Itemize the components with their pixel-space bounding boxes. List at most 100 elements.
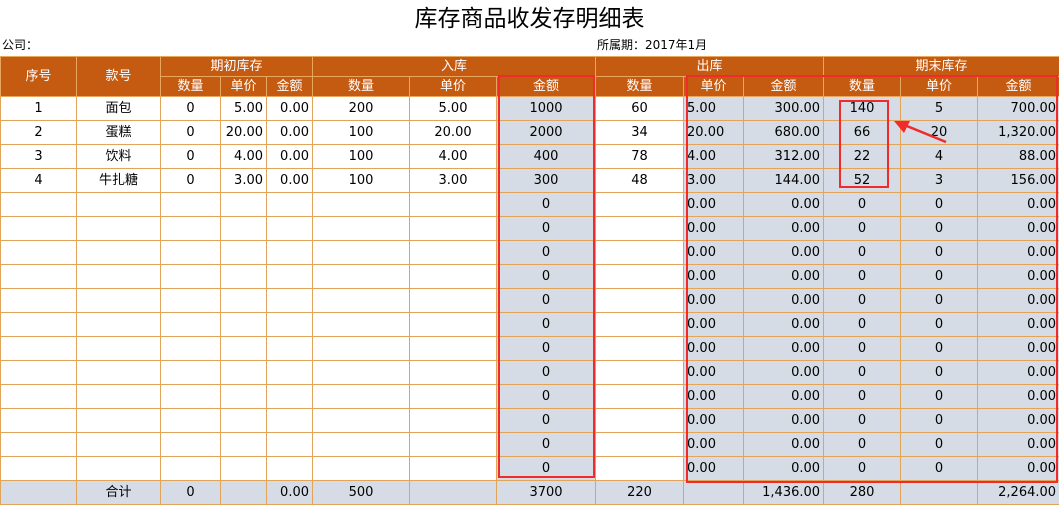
cell-opening-qty[interactable]	[161, 361, 221, 385]
cell-item[interactable]	[77, 241, 161, 265]
cell-seq[interactable]	[1, 289, 77, 313]
cell-closing-price[interactable]: 0	[901, 385, 978, 409]
cell-outbound-amount[interactable]: 312.00	[744, 145, 824, 169]
cell-outbound-amount[interactable]: 300.00	[744, 97, 824, 121]
cell-outbound-price[interactable]: 0.00	[684, 409, 744, 433]
cell-closing-price[interactable]: 3	[901, 169, 978, 193]
cell-inbound-qty[interactable]	[313, 289, 410, 313]
total-seq[interactable]	[1, 481, 77, 505]
cell-opening-amount[interactable]: 0.00	[267, 169, 313, 193]
cell-opening-price[interactable]	[221, 265, 267, 289]
cell-outbound-qty[interactable]	[596, 385, 684, 409]
cell-item[interactable]	[77, 313, 161, 337]
cell-outbound-amount[interactable]: 0.00	[744, 337, 824, 361]
cell-inbound-qty[interactable]	[313, 361, 410, 385]
cell-inbound-amount[interactable]: 400	[497, 145, 596, 169]
cell-inbound-qty[interactable]: 200	[313, 97, 410, 121]
cell-closing-amount[interactable]: 156.00	[978, 169, 1059, 193]
cell-outbound-amount[interactable]: 0.00	[744, 265, 824, 289]
cell-opening-amount[interactable]	[267, 385, 313, 409]
cell-closing-qty[interactable]: 0	[824, 193, 901, 217]
cell-closing-amount[interactable]: 0.00	[978, 265, 1059, 289]
cell-inbound-price[interactable]	[410, 433, 497, 457]
cell-inbound-qty[interactable]	[313, 385, 410, 409]
cell-closing-price[interactable]: 0	[901, 193, 978, 217]
cell-outbound-price[interactable]: 0.00	[684, 457, 744, 481]
cell-opening-qty[interactable]	[161, 457, 221, 481]
cell-inbound-price[interactable]	[410, 313, 497, 337]
cell-opening-qty[interactable]	[161, 289, 221, 313]
cell-item[interactable]	[77, 409, 161, 433]
cell-inbound-qty[interactable]	[313, 409, 410, 433]
cell-inbound-qty[interactable]	[313, 457, 410, 481]
cell-outbound-qty[interactable]	[596, 361, 684, 385]
cell-opening-qty[interactable]	[161, 265, 221, 289]
cell-outbound-amount[interactable]: 0.00	[744, 193, 824, 217]
cell-closing-amount[interactable]: 1,320.00	[978, 121, 1059, 145]
cell-inbound-amount[interactable]: 2000	[497, 121, 596, 145]
cell-outbound-amount[interactable]: 0.00	[744, 457, 824, 481]
cell-inbound-qty[interactable]	[313, 217, 410, 241]
cell-item[interactable]	[77, 289, 161, 313]
cell-inbound-price[interactable]: 20.00	[410, 121, 497, 145]
total-opening-qty[interactable]: 0	[161, 481, 221, 505]
cell-opening-qty[interactable]: 0	[161, 121, 221, 145]
cell-opening-price[interactable]: 4.00	[221, 145, 267, 169]
cell-item[interactable]	[77, 265, 161, 289]
cell-closing-price[interactable]: 20	[901, 121, 978, 145]
cell-opening-qty[interactable]	[161, 337, 221, 361]
cell-opening-price[interactable]: 20.00	[221, 121, 267, 145]
cell-opening-price[interactable]	[221, 361, 267, 385]
cell-outbound-amount[interactable]: 0.00	[744, 241, 824, 265]
cell-outbound-price[interactable]: 0.00	[684, 241, 744, 265]
cell-opening-qty[interactable]	[161, 193, 221, 217]
cell-outbound-price[interactable]: 5.00	[684, 97, 744, 121]
cell-closing-amount[interactable]: 0.00	[978, 457, 1059, 481]
cell-closing-qty[interactable]: 52	[824, 169, 901, 193]
cell-closing-amount[interactable]: 0.00	[978, 313, 1059, 337]
cell-item[interactable]: 牛扎糖	[77, 169, 161, 193]
cell-outbound-price[interactable]: 4.00	[684, 145, 744, 169]
cell-seq[interactable]	[1, 241, 77, 265]
cell-outbound-amount[interactable]: 0.00	[744, 433, 824, 457]
cell-opening-price[interactable]	[221, 457, 267, 481]
cell-outbound-price[interactable]: 0.00	[684, 313, 744, 337]
total-label[interactable]: 合计	[77, 481, 161, 505]
cell-item[interactable]	[77, 193, 161, 217]
cell-inbound-qty[interactable]	[313, 313, 410, 337]
total-inbound-qty[interactable]: 500	[313, 481, 410, 505]
cell-seq[interactable]	[1, 385, 77, 409]
cell-inbound-qty[interactable]	[313, 337, 410, 361]
cell-opening-amount[interactable]	[267, 361, 313, 385]
cell-item[interactable]	[77, 385, 161, 409]
cell-seq[interactable]	[1, 313, 77, 337]
cell-outbound-amount[interactable]: 0.00	[744, 313, 824, 337]
cell-opening-price[interactable]	[221, 313, 267, 337]
cell-closing-price[interactable]: 4	[901, 145, 978, 169]
cell-inbound-amount[interactable]: 0	[497, 361, 596, 385]
cell-outbound-price[interactable]: 0.00	[684, 265, 744, 289]
cell-inbound-amount[interactable]: 0	[497, 313, 596, 337]
cell-opening-amount[interactable]	[267, 193, 313, 217]
total-opening-amount[interactable]: 0.00	[267, 481, 313, 505]
cell-inbound-amount[interactable]: 0	[497, 289, 596, 313]
cell-inbound-qty[interactable]: 100	[313, 121, 410, 145]
cell-inbound-price[interactable]: 3.00	[410, 169, 497, 193]
cell-opening-price[interactable]	[221, 433, 267, 457]
cell-inbound-price[interactable]	[410, 361, 497, 385]
cell-closing-qty[interactable]: 0	[824, 457, 901, 481]
cell-item[interactable]	[77, 337, 161, 361]
cell-seq[interactable]	[1, 457, 77, 481]
cell-closing-qty[interactable]: 0	[824, 217, 901, 241]
cell-outbound-amount[interactable]: 680.00	[744, 121, 824, 145]
cell-outbound-qty[interactable]: 34	[596, 121, 684, 145]
cell-outbound-amount[interactable]: 0.00	[744, 361, 824, 385]
cell-opening-price[interactable]	[221, 337, 267, 361]
cell-closing-amount[interactable]: 0.00	[978, 337, 1059, 361]
cell-item[interactable]: 饮料	[77, 145, 161, 169]
cell-opening-qty[interactable]	[161, 241, 221, 265]
cell-opening-amount[interactable]	[267, 265, 313, 289]
cell-seq[interactable]	[1, 433, 77, 457]
cell-inbound-qty[interactable]: 100	[313, 145, 410, 169]
total-inbound-amount[interactable]: 3700	[497, 481, 596, 505]
